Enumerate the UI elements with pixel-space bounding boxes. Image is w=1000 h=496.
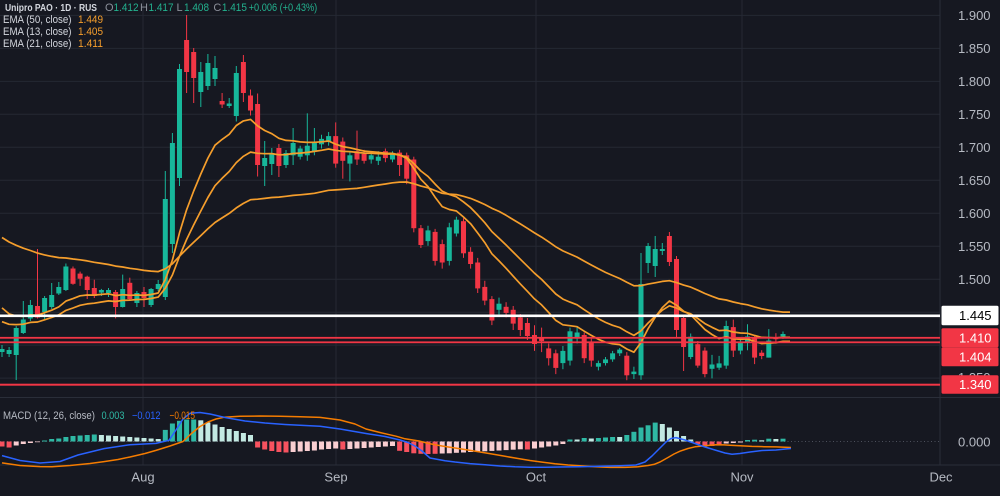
svg-text:1.449: 1.449 bbox=[78, 14, 103, 26]
svg-text:1.850: 1.850 bbox=[958, 41, 991, 56]
svg-text:1.404: 1.404 bbox=[959, 349, 992, 364]
svg-text:−0.015: −0.015 bbox=[170, 410, 196, 422]
svg-text:0.003: 0.003 bbox=[102, 410, 125, 422]
svg-text:1.410: 1.410 bbox=[959, 330, 992, 345]
svg-text:−0.012: −0.012 bbox=[132, 410, 161, 422]
svg-text:1.550: 1.550 bbox=[958, 239, 991, 254]
svg-text:0.000: 0.000 bbox=[958, 435, 991, 450]
svg-text:1.750: 1.750 bbox=[958, 107, 991, 122]
svg-text:1.650: 1.650 bbox=[958, 173, 991, 188]
svg-text:Oct: Oct bbox=[526, 470, 547, 485]
svg-text:EMA (13, close): EMA (13, close) bbox=[3, 26, 72, 38]
svg-text:1.445: 1.445 bbox=[959, 308, 992, 323]
svg-text:Dec: Dec bbox=[929, 470, 953, 485]
svg-text:H: H bbox=[140, 2, 148, 14]
svg-text:1.408: 1.408 bbox=[184, 2, 209, 14]
svg-text:EMA (50, close): EMA (50, close) bbox=[3, 14, 72, 26]
svg-text:1.900: 1.900 bbox=[958, 8, 991, 23]
svg-text:1.412: 1.412 bbox=[114, 2, 139, 14]
svg-text:1.600: 1.600 bbox=[958, 206, 991, 221]
svg-text:1.800: 1.800 bbox=[958, 74, 991, 89]
svg-text:+0.006 (+0.43%): +0.006 (+0.43%) bbox=[249, 2, 318, 14]
svg-text:Nov: Nov bbox=[730, 470, 754, 485]
svg-text:1.417: 1.417 bbox=[149, 2, 174, 14]
svg-text:1.340: 1.340 bbox=[959, 377, 992, 392]
svg-text:1.405: 1.405 bbox=[78, 26, 103, 38]
svg-text:O: O bbox=[105, 2, 114, 14]
svg-text:1.411: 1.411 bbox=[78, 38, 103, 50]
svg-text:C: C bbox=[213, 2, 221, 14]
svg-text:Aug: Aug bbox=[131, 470, 154, 485]
svg-text:L: L bbox=[177, 2, 183, 14]
svg-text:Unipro PAO · 1D · RUS: Unipro PAO · 1D · RUS bbox=[5, 2, 97, 14]
svg-text:EMA (21, close): EMA (21, close) bbox=[3, 38, 72, 50]
svg-text:MACD (12, 26, close): MACD (12, 26, close) bbox=[3, 410, 95, 422]
svg-text:1.500: 1.500 bbox=[958, 272, 991, 287]
svg-text:1.700: 1.700 bbox=[958, 140, 991, 155]
svg-text:1.415: 1.415 bbox=[222, 2, 247, 14]
svg-text:Sep: Sep bbox=[324, 470, 347, 485]
